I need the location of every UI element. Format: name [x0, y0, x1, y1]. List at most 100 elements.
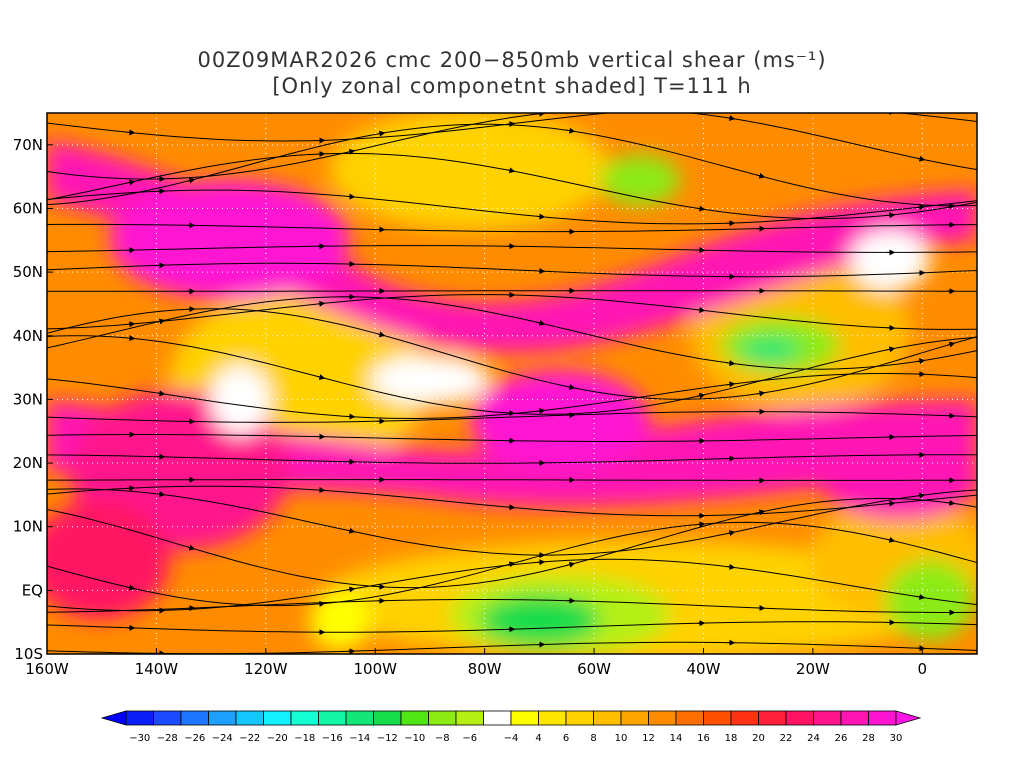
streamline-arrow: [126, 179, 136, 186]
streamline-arrow: [376, 331, 386, 338]
colorbar-label: 28: [862, 733, 875, 744]
streamline-arrow: [726, 530, 736, 537]
colorbar-swatch: [758, 710, 787, 726]
streamline-arrow: [566, 561, 576, 568]
streamline-arrow: [346, 193, 356, 200]
streamline-arrow: [536, 407, 546, 414]
colorbar-swatch: [208, 710, 237, 726]
colorbar-label: 8: [590, 733, 596, 744]
streamline: [47, 411, 977, 423]
colorbar-swatch: [565, 710, 594, 726]
colorbar-swatch: [263, 710, 292, 726]
streamline: [47, 488, 977, 556]
streamline-arrow: [346, 148, 356, 155]
streamline-arrow: [886, 346, 896, 353]
streamline-arrow: [916, 593, 926, 600]
streamline: [47, 372, 977, 420]
streamline-arrow: [126, 584, 136, 591]
lon-tick-label: 80W: [468, 660, 502, 678]
streamline: [47, 599, 977, 613]
lat-tick-label: 40N: [13, 327, 43, 345]
lon-tick-label: 20W: [796, 660, 830, 678]
map-frame: [46, 112, 978, 655]
streamline-arrow: [726, 115, 736, 122]
colorbar-label: −14: [349, 733, 370, 744]
streamline-arrow: [346, 586, 356, 593]
streamline-arrow: [126, 129, 136, 136]
streamline: [47, 335, 977, 415]
lat-tick-label: 20N: [13, 454, 43, 472]
colorbar-swatch: [290, 710, 319, 726]
streamline-arrow: [156, 390, 166, 397]
lat-tick-label: 70N: [13, 136, 43, 154]
colorbar-swatch: [840, 710, 869, 726]
colorbar-label: 22: [780, 733, 793, 744]
streamline: [47, 479, 977, 481]
colorbar-label: −24: [212, 733, 233, 744]
colorbar-swatch: [510, 710, 539, 726]
streamline: [47, 152, 977, 220]
colorbar-over-triangle: [895, 710, 922, 726]
lat-tick-label: 10N: [13, 518, 43, 536]
streamline-arrow: [726, 360, 736, 367]
streamline-arrow: [696, 521, 706, 528]
colorbar: −30 −28 −26 −24 −22 −20 −18 −16 −14 −12 −10 −8 −6 −4 4…: [100, 710, 922, 744]
lon-tick-label: 60W: [577, 660, 611, 678]
colorbar-label: 26: [835, 733, 848, 744]
colorbar-label: −6: [462, 733, 477, 744]
streamline-arrow: [566, 384, 576, 390]
streamline-arrow: [536, 319, 546, 326]
streamline-arrow: [566, 127, 576, 134]
lat-tick-label: 30N: [13, 390, 43, 408]
colorbar-label: 10: [615, 733, 628, 744]
colorbar-swatch: [675, 710, 704, 726]
colorbar-swatch: [538, 710, 567, 726]
colorbar-label: −10: [404, 733, 425, 744]
colorbar-swatch: [428, 710, 457, 726]
colorbar-label: −18: [294, 733, 315, 744]
streamline-arrow: [886, 212, 896, 219]
streamline-arrow: [506, 121, 516, 128]
streamline: [47, 290, 977, 292]
streamline-arrow: [916, 155, 926, 162]
streamline-arrow: [726, 563, 736, 570]
colorbar-swatch: [813, 710, 842, 726]
streamline-arrow: [946, 499, 956, 506]
colorbar-swatch: [483, 710, 512, 726]
colorbar-swatch: [400, 710, 429, 726]
streamline: [47, 296, 977, 370]
streamline: [47, 189, 977, 225]
streamline-arrow: [316, 374, 326, 380]
colorbar-swatch: [620, 710, 649, 726]
streamline: [47, 454, 977, 464]
shear-shading: [47, 113, 977, 654]
streamline-arrow: [696, 205, 706, 212]
lat-tick-label: 50N: [13, 263, 43, 281]
lon-tick-label: 140W: [135, 660, 179, 678]
lon-tick-label: 120W: [244, 660, 288, 678]
colorbar-label: 24: [807, 733, 820, 744]
colorbar-label: −8: [435, 733, 450, 744]
streamline-arrow: [126, 335, 136, 342]
colorbar-swatch: [868, 710, 897, 726]
colorbar-label: −16: [322, 733, 343, 744]
streamline-arrow: [156, 491, 166, 498]
streamline: [47, 497, 977, 589]
streamline: [47, 294, 977, 330]
streamline-arrow: [186, 544, 196, 551]
streamline: [47, 621, 977, 633]
colorbar-swatch: [373, 710, 402, 726]
colorbar-label: 20: [752, 733, 765, 744]
lon-tick-label: 40W: [687, 660, 721, 678]
lon-tick-label: 100W: [354, 660, 398, 678]
colorbar-label: −28: [157, 733, 178, 744]
colorbar-label: 12: [642, 733, 655, 744]
streamline-arrow: [756, 509, 766, 516]
colorbar-swatch: [125, 710, 154, 726]
chart-title: 00Z09MAR2026 cmc 200−850mb vertical shea…: [197, 48, 827, 72]
colorbar-label: 4: [535, 733, 541, 744]
streamline-arrow: [946, 341, 956, 348]
colorbar-label: 14: [670, 733, 683, 744]
streamline-arrow: [886, 536, 896, 543]
streamline-arrow: [726, 381, 736, 388]
